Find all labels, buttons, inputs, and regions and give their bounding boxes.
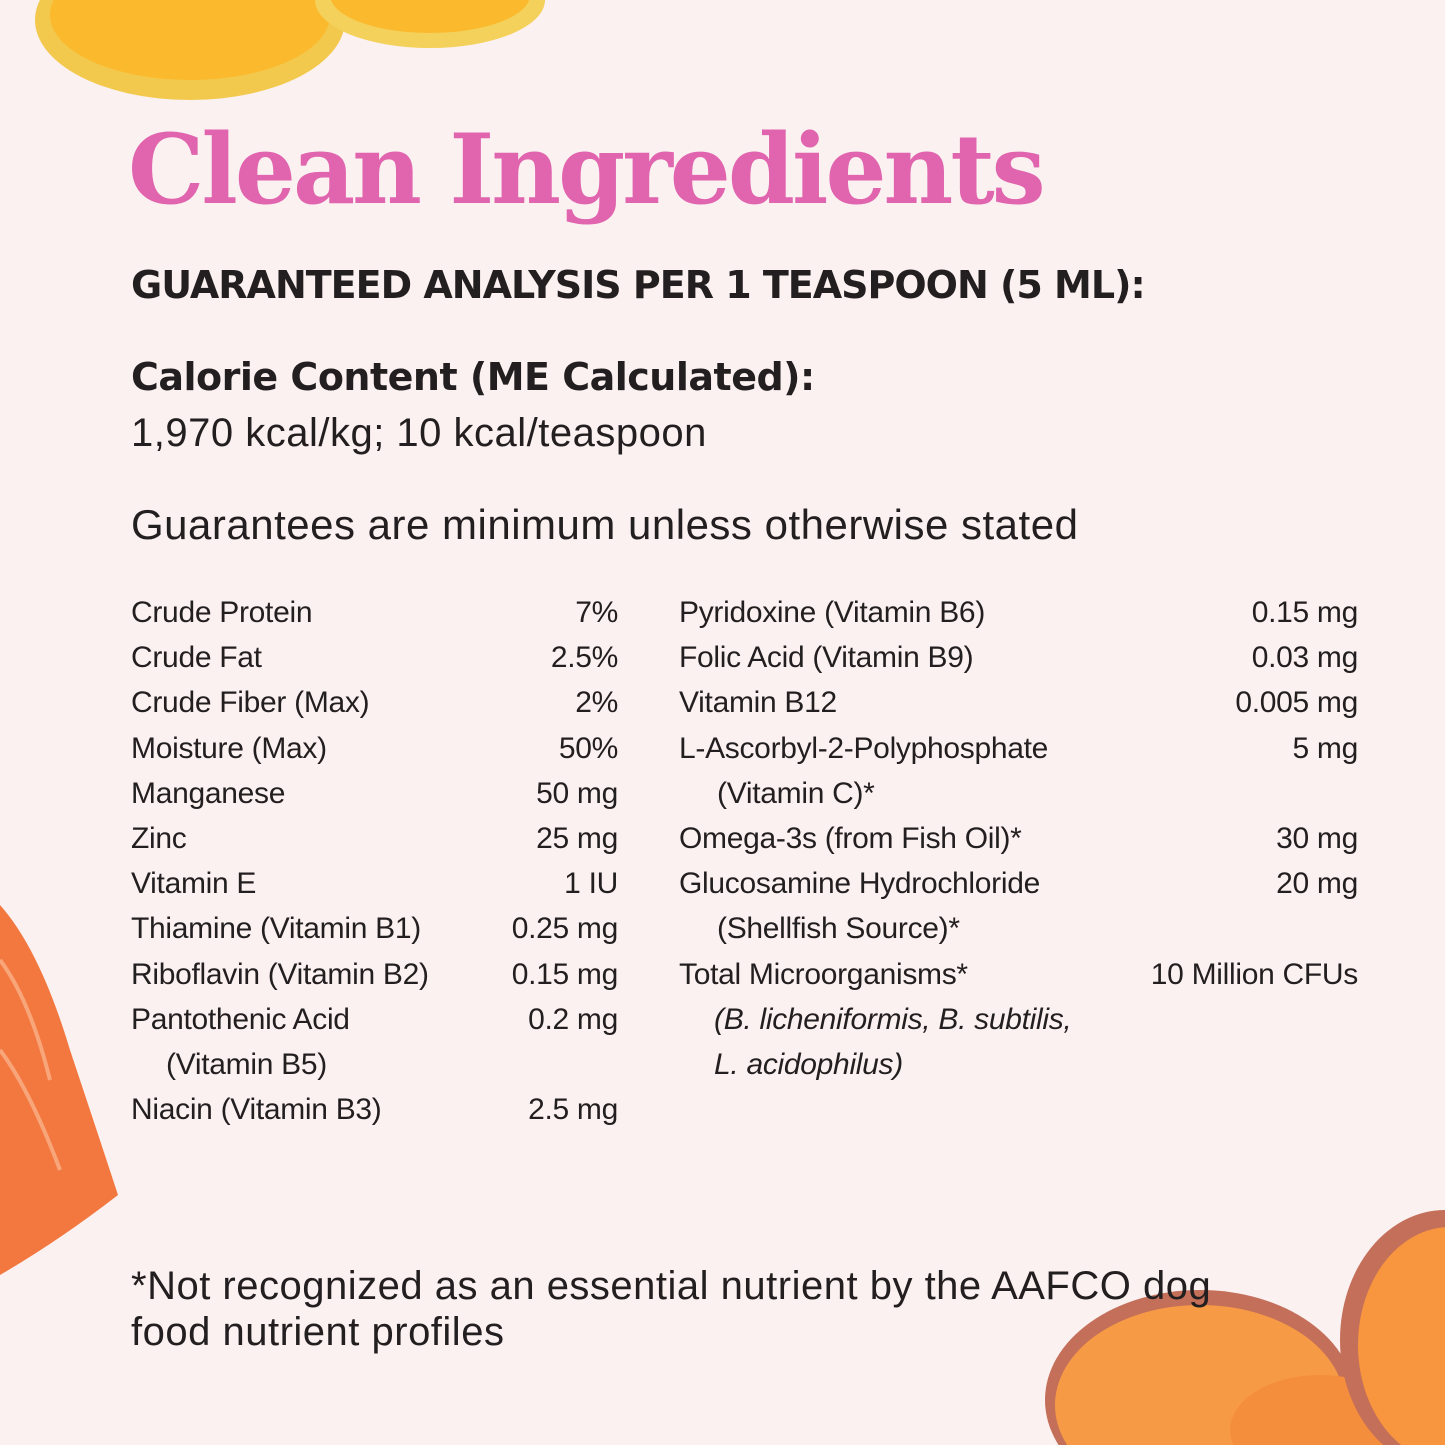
nutrient-value: 2.5%: [550, 641, 618, 675]
nutrient-row: Riboflavin (Vitamin B2) 0.15 mg: [131, 952, 618, 997]
nutrient-value: 20 mg: [1276, 867, 1358, 901]
nutrient-row: Thiamine (Vitamin B1) 0.25 mg: [131, 906, 618, 951]
nutrient-sublabel: (Shellfish Source)*: [717, 912, 960, 946]
nutrient-label: Omega-3s (from Fish Oil)*: [679, 821, 1022, 855]
calorie-content-value: 1,970 kcal/kg; 10 kcal/teaspoon: [131, 411, 707, 455]
nutrient-sublabel-italic: (B. licheniformis, B. subtilis,: [714, 1002, 1072, 1036]
nutrient-sublabel: (Vitamin B5): [166, 1047, 327, 1081]
nutrient-label: Vitamin B12: [679, 686, 837, 720]
nutrient-label: Moisture (Max): [131, 731, 327, 765]
nutrient-label: Glucosamine Hydrochloride: [679, 867, 1040, 901]
nutrient-value: 10 Million CFUs: [1150, 957, 1359, 991]
calorie-content-label: Calorie Content (ME Calculated):: [131, 355, 815, 399]
nutrient-row: Total Microorganisms* 10 Million CFUs: [679, 952, 1358, 997]
nutrient-sublabel: (Vitamin C)*: [717, 776, 875, 810]
nutrient-label: Total Microorganisms*: [679, 957, 968, 991]
nutrient-row: Vitamin B12 0.005 mg: [679, 680, 1358, 725]
nutrient-row: Crude Fat 2.5%: [131, 635, 618, 680]
nutrient-value: 1 IU: [564, 867, 618, 901]
nutrient-value: 0.2 mg: [528, 1002, 618, 1036]
nutrient-row: Omega-3s (from Fish Oil)* 30 mg: [679, 816, 1358, 861]
nutrient-label: Crude Protein: [131, 596, 313, 629]
salmon-fillet-image: [0, 905, 118, 1275]
nutrient-value: 0.03 mg: [1251, 641, 1359, 675]
nutrient-value: 5 mg: [1292, 731, 1359, 765]
nutrient-row: Folic Acid (Vitamin B9) 0.03 mg: [679, 635, 1358, 680]
nutrient-row: Crude Protein 7%: [131, 590, 618, 635]
nutrient-row: Glucosamine Hydrochloride 20 mg: [679, 861, 1358, 906]
nutrient-value: 30 mg: [1276, 821, 1358, 855]
nutrient-value: 50%: [558, 731, 618, 765]
nutrient-value: 2.5 mg: [528, 1093, 618, 1127]
nutrient-label: Pantothenic Acid: [131, 1002, 350, 1036]
nutrient-value: 0.15 mg: [1251, 596, 1359, 629]
nutrient-value: 7%: [575, 596, 618, 629]
page-title: Clean Ingredients: [128, 113, 1046, 226]
nutrient-row: Manganese 50 mg: [131, 771, 618, 816]
nutrient-value: 0.25 mg: [511, 912, 619, 946]
nutrient-value: 25 mg: [536, 821, 618, 855]
nutrient-row: Pantothenic Acid 0.2 mg: [131, 997, 618, 1042]
nutrient-value: 2%: [575, 686, 618, 720]
nutrient-sublabel-italic: L. acidophilus): [714, 1047, 903, 1081]
nutrient-label: Vitamin E: [131, 867, 257, 901]
nutrient-row: Crude Fiber (Max) 2%: [131, 680, 618, 725]
nutrient-row: Pyridoxine (Vitamin B6) 0.15 mg: [679, 590, 1358, 635]
nutrient-row: Zinc 25 mg: [131, 816, 618, 861]
nutrient-label: Folic Acid (Vitamin B9): [679, 641, 974, 675]
nutrient-row: L-Ascorbyl-2-Polyphosphate 5 mg: [679, 726, 1358, 771]
nutrient-label: Thiamine (Vitamin B1): [131, 912, 421, 946]
nutrient-label: Crude Fat: [131, 641, 262, 675]
guarantee-note: Guarantees are minimum unless otherwise …: [131, 501, 1079, 548]
nutrient-label: Riboflavin (Vitamin B2): [131, 957, 429, 991]
nutrient-list-right: Pyridoxine (Vitamin B6) 0.15 mg Folic Acid…: [679, 590, 1358, 1087]
nutrient-value: 0.005 mg: [1235, 686, 1358, 720]
nutrient-label: Pyridoxine (Vitamin B6): [679, 596, 986, 629]
nutrient-value: 0.15 mg: [511, 957, 619, 991]
nutrient-list-left: Crude Protein 7% Crude Fat 2.5% Crude Fiber …: [131, 590, 618, 1132]
guaranteed-analysis-heading: GUARANTEED ANALYSIS PER 1 TEASPOON (5 ML…: [131, 263, 1146, 307]
footnote: *Not recognized as an essential nutrient…: [131, 1264, 1212, 1354]
nutrient-row: Vitamin E 1 IU: [131, 861, 618, 906]
nutrient-label: Crude Fiber (Max): [131, 686, 370, 720]
sweet-potato-slices-image: [1045, 1210, 1445, 1445]
nutrient-label: Manganese: [131, 776, 286, 810]
lemon-slices-image: [35, 0, 545, 100]
nutrient-row: Niacin (Vitamin B3) 2.5 mg: [131, 1087, 618, 1132]
nutrient-value: 50 mg: [536, 776, 618, 810]
nutrient-label: Zinc: [131, 821, 187, 855]
nutrient-label: Niacin (Vitamin B3): [131, 1093, 382, 1127]
nutrient-row: Moisture (Max) 50%: [131, 726, 618, 771]
nutrient-label: L-Ascorbyl-2-Polyphosphate: [679, 731, 1049, 765]
